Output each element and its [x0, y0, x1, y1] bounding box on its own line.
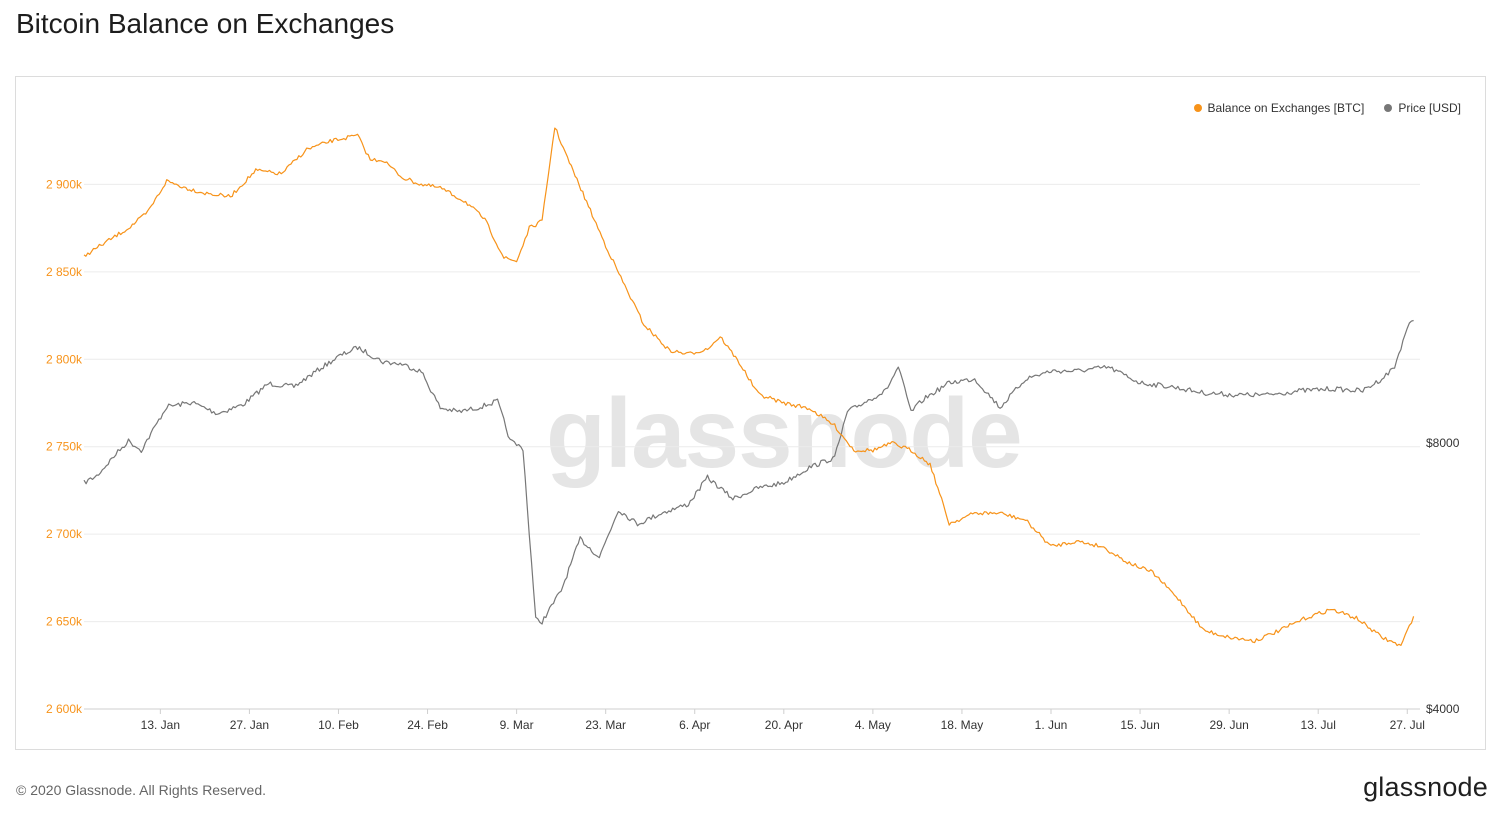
legend: Balance on Exchanges [BTC] Price [USD]: [1193, 101, 1461, 115]
legend-item-price[interactable]: Price [USD]: [1384, 101, 1461, 115]
legend-dot-balance: [1193, 104, 1202, 112]
line-chart: 2 600k 2 650k 2 700k 2 750k 2 800k 2 850k 2 90…: [46, 127, 1460, 732]
x-tick-label: 29. Jun: [1209, 718, 1248, 732]
y-left-tick-label: 2 850k: [46, 265, 83, 279]
y-left-tick-label: 2 700k: [46, 527, 83, 541]
y-right-tick-label: $8000: [1426, 436, 1460, 450]
x-tick-label: 27. Jan: [230, 718, 269, 732]
x-tick-label: 20. Apr: [765, 718, 803, 732]
x-tick-label: 6. Apr: [679, 718, 710, 732]
page-title: Bitcoin Balance on Exchanges: [16, 8, 395, 39]
x-tick-label: 9. Mar: [500, 718, 534, 732]
series-line-balance: [83, 127, 1415, 647]
x-tick-label: 15. Jun: [1120, 718, 1159, 732]
legend-label-balance: Balance on Exchanges [BTC]: [1207, 101, 1365, 115]
x-tick-label: 13. Jul: [1301, 718, 1336, 732]
x-tick-label: 13. Jan: [141, 718, 180, 732]
y-left-tick-label: 2 600k: [46, 702, 83, 716]
y-right-tick-label: $4000: [1426, 702, 1460, 716]
glassnode-logo[interactable]: glassnode: [1363, 772, 1488, 802]
x-tick-label: 18. May: [941, 718, 984, 732]
y-left-tick-label: 2 750k: [46, 440, 83, 454]
series-line-price: [83, 319, 1414, 625]
y-left-tick-label: 2 900k: [46, 177, 83, 191]
x-tick-label: 23. Mar: [585, 718, 626, 732]
legend-dot-price: [1384, 104, 1393, 112]
x-tick-label: 27. Jul: [1390, 718, 1425, 732]
x-tick-label: 1. Jun: [1035, 718, 1068, 732]
x-tick-label: 24. Feb: [407, 718, 448, 732]
y-left-tick-label: 2 650k: [46, 615, 83, 629]
x-tick-label: 4. May: [855, 718, 891, 732]
legend-item-balance[interactable]: Balance on Exchanges [BTC]: [1193, 101, 1365, 115]
copyright-text: © 2020 Glassnode. All Rights Reserved.: [16, 782, 267, 798]
x-tick-label: 10. Feb: [318, 718, 359, 732]
y-left-tick-label: 2 800k: [46, 352, 83, 366]
chart-frame: glassnode 2 600k 2 650k 2 700k 2 750k 2 800k…: [15, 76, 1486, 750]
legend-label-price: Price [USD]: [1398, 101, 1461, 115]
